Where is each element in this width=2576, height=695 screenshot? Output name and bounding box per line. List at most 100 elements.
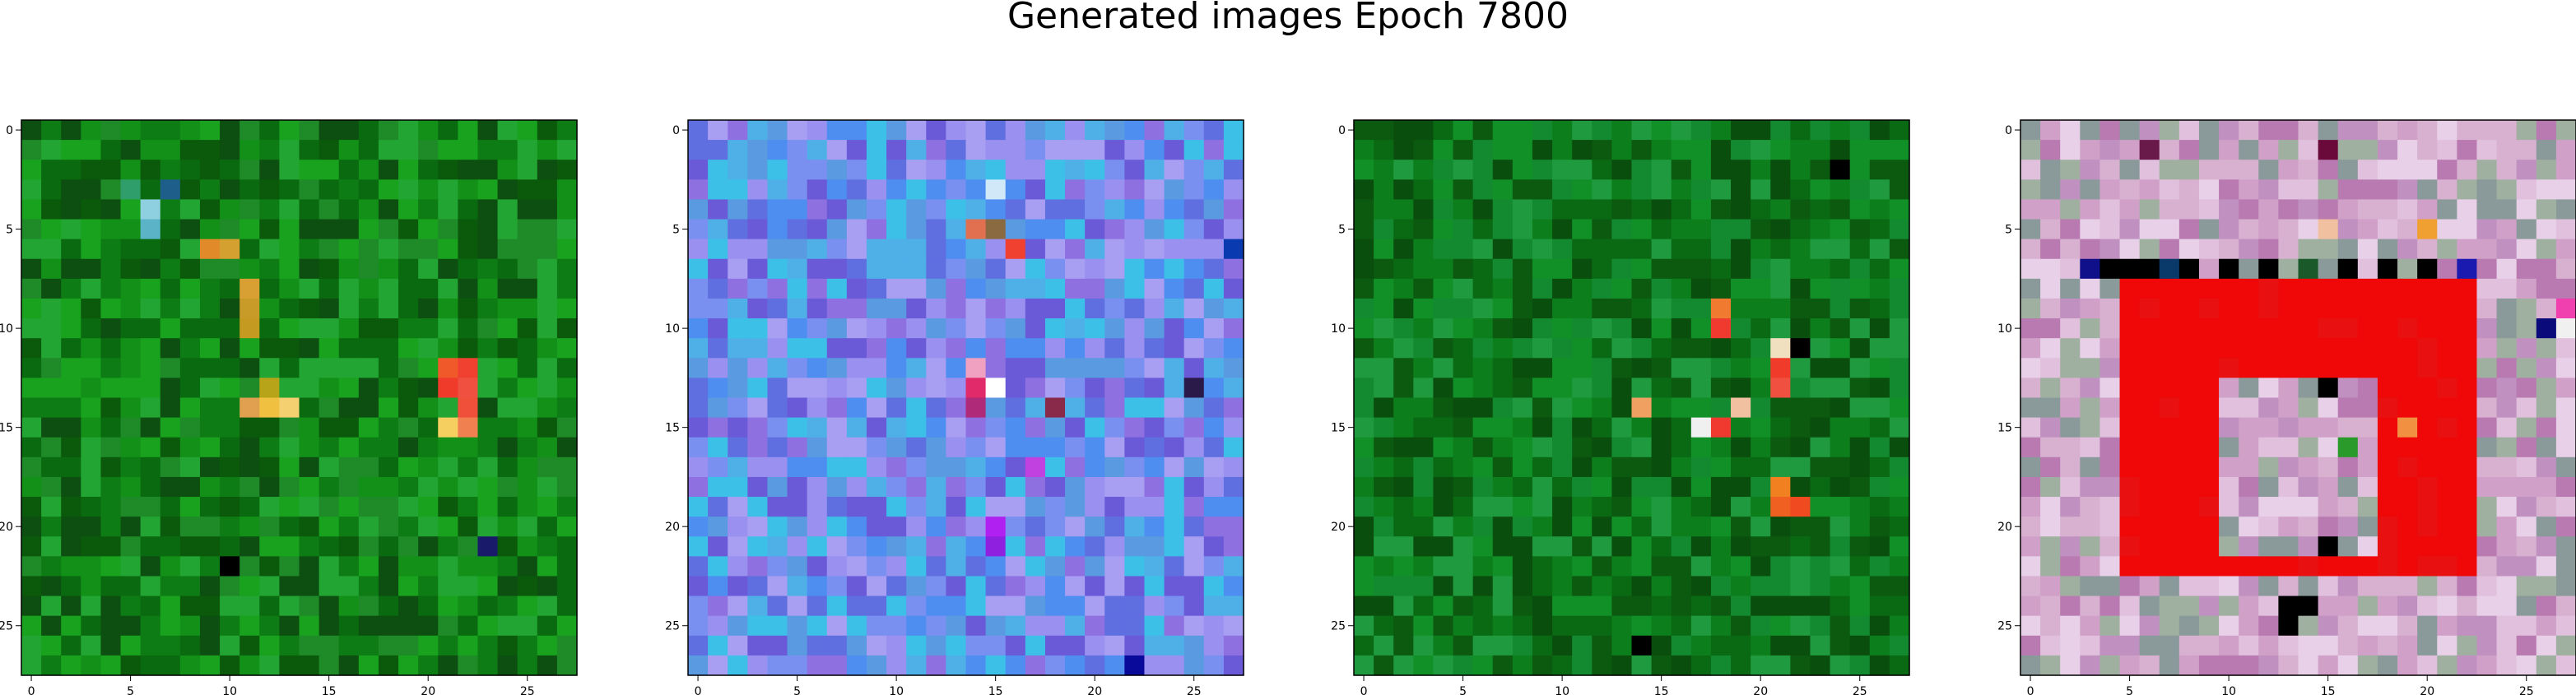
pixel-cell <box>2337 140 2359 160</box>
pixel-cell <box>199 140 221 160</box>
pixel-cell <box>826 120 848 141</box>
pixel-cell <box>688 338 709 359</box>
pixel-cell <box>1085 595 1105 617</box>
pixel-cell <box>1065 219 1086 240</box>
pixel-cell <box>179 437 201 458</box>
pixel-cell <box>1413 497 1434 517</box>
pixel-cell <box>1572 258 1593 280</box>
pixel-cell <box>1025 497 1046 517</box>
pixel-cell <box>946 476 967 498</box>
pixel-cell <box>1085 437 1105 458</box>
pixel-cell <box>140 456 161 478</box>
pixel-cell <box>2278 655 2299 676</box>
pixel-cell <box>2020 120 2041 141</box>
pixel-cell <box>2437 497 2457 517</box>
pixel-cell <box>2119 358 2141 378</box>
pixel-cell <box>2476 258 2498 280</box>
pixel-cell <box>259 635 280 656</box>
pixel-cell <box>398 437 419 458</box>
pixel-cell <box>1611 378 1633 399</box>
pixel-cell <box>1005 278 1026 299</box>
pixel-cell <box>2139 437 2160 458</box>
pixel-cell <box>985 278 1007 299</box>
pixel-cell <box>2496 140 2518 160</box>
pixel-cell <box>688 437 709 458</box>
pixel-cell <box>1413 595 1434 617</box>
pixel-cell <box>2536 655 2557 676</box>
pixel-cell <box>1085 160 1105 180</box>
pixel-cell <box>398 278 419 299</box>
pixel-cell <box>1869 140 1890 160</box>
pixel-cell <box>728 417 748 438</box>
pixel-cell <box>338 378 360 399</box>
pixel-cell <box>21 417 42 438</box>
pixel-cell <box>1203 417 1225 438</box>
pixel-cell <box>1354 140 1374 160</box>
pixel-cell <box>239 378 260 399</box>
pixel-cell <box>866 476 887 498</box>
pixel-cell <box>1731 338 1751 359</box>
pixel-cell <box>2099 536 2121 557</box>
pixel-cell <box>1512 417 1533 438</box>
pixel-cell <box>1085 179 1105 201</box>
pixel-cell <box>338 456 360 478</box>
pixel-cell <box>259 576 280 597</box>
pixel-cell <box>1124 456 1146 478</box>
pixel-cell <box>556 140 578 160</box>
pixel-cell <box>61 615 81 637</box>
pixel-cell <box>398 517 419 537</box>
pixel-cell <box>1690 298 1712 319</box>
pixel-cell <box>21 199 42 220</box>
pixel-cell <box>747 258 769 280</box>
x-tick-label: 5 <box>793 685 801 695</box>
pixel-cell <box>1183 456 1205 478</box>
pixel-cell <box>1124 595 1146 617</box>
pixel-cell <box>985 476 1007 498</box>
pixel-cell <box>2060 219 2081 240</box>
pixel-cell <box>2298 140 2319 160</box>
pixel-cell <box>2040 120 2061 141</box>
pixel-cell <box>517 536 538 557</box>
pixel-cell <box>1005 556 1026 577</box>
pixel-cell <box>2417 615 2438 637</box>
pixel-cell <box>338 298 360 319</box>
pixel-cell <box>517 199 538 220</box>
pixel-cell <box>1751 140 1771 160</box>
pixel-cell <box>299 179 320 201</box>
pixel-cell <box>1651 635 1672 656</box>
pixel-cell <box>1889 378 1910 399</box>
pixel-cell <box>826 278 848 299</box>
pixel-cell <box>1393 160 1414 180</box>
pixel-cell <box>41 497 62 517</box>
pixel-cell <box>2298 536 2319 557</box>
pixel-cell <box>2239 219 2259 240</box>
pixel-cell <box>1354 179 1374 201</box>
pixel-cell <box>1065 655 1086 676</box>
pixel-cell <box>239 338 260 359</box>
pixel-cell <box>2318 318 2339 339</box>
pixel-cell <box>1164 437 1185 458</box>
pixel-cell <box>2377 397 2398 419</box>
pixel-cell <box>179 318 201 339</box>
pixel-cell <box>2397 576 2418 597</box>
pixel-cell <box>1651 595 1672 617</box>
pixel-cell <box>1532 140 1553 160</box>
pixel-cell <box>2357 397 2378 419</box>
pixel-cell <box>2437 595 2457 617</box>
pixel-cell <box>2555 635 2576 656</box>
pixel-cell <box>1572 417 1593 438</box>
pixel-cell <box>1572 179 1593 201</box>
pixel-cell <box>2357 417 2378 438</box>
pixel-cell <box>1810 456 1831 478</box>
pixel-cell <box>2337 417 2359 438</box>
pixel-cell <box>886 378 907 399</box>
pixel-cell <box>2357 655 2378 676</box>
pixel-cell <box>2536 417 2557 438</box>
pixel-cell <box>1183 635 1205 656</box>
pixel-cell <box>2318 239 2339 260</box>
pixel-cell <box>179 517 201 537</box>
pixel-cell <box>2536 120 2557 141</box>
pixel-cell <box>1085 378 1105 399</box>
pixel-cell <box>259 358 280 378</box>
pixel-cell <box>2278 298 2299 319</box>
